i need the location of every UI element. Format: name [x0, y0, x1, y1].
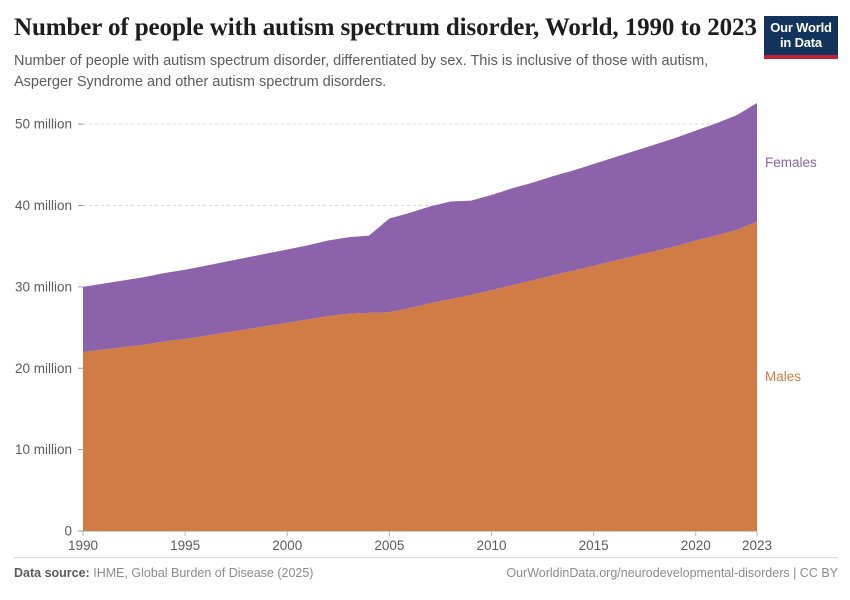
y-tick-label: 50 million	[15, 117, 72, 132]
area-series-females[interactable]	[83, 103, 757, 352]
y-tick-label: 30 million	[15, 279, 72, 294]
chart-footer: Data source: IHME, Global Burden of Dise…	[14, 557, 838, 586]
x-tick-label: 2010	[476, 538, 506, 553]
series-labels: Males Females	[765, 155, 817, 384]
owid-logo[interactable]: Our World in Data	[764, 16, 838, 60]
series-label-males[interactable]: Males	[765, 369, 801, 384]
y-tick-label: 40 million	[15, 198, 72, 213]
series-label-females[interactable]: Females	[765, 155, 817, 170]
x-tick-label: 2023	[742, 538, 772, 553]
x-tick-label: 2020	[681, 538, 711, 553]
x-tick-label: 2000	[272, 538, 302, 553]
chart-url-license[interactable]: OurWorldinData.org/neurodevelopmental-di…	[506, 566, 838, 580]
chart-subtitle: Number of people with autism spectrum di…	[14, 53, 709, 90]
x-tick-label: 1995	[170, 538, 200, 553]
chart-header: Number of people with autism spectrum di…	[14, 14, 757, 92]
x-tick-label: 2015	[579, 538, 609, 553]
x-tick-label: 2005	[374, 538, 404, 553]
owid-logo-line1: Our World	[770, 20, 832, 35]
y-tick-label: 20 million	[15, 361, 72, 376]
data-source-value: IHME, Global Burden of Disease (2025)	[93, 566, 314, 580]
area-series	[83, 103, 757, 532]
x-axis: 1990 1995 2000 2005 2010 2015 2020 2023	[68, 531, 772, 553]
data-source-label: Data source:	[14, 566, 90, 580]
y-axis-labels: 0 10 million 20 million 30 million 40 millio…	[15, 117, 72, 539]
owid-logo-line2: in Data	[780, 34, 822, 50]
data-source: Data source: IHME, Global Burden of Dise…	[14, 566, 313, 580]
x-tick-label: 1990	[68, 538, 98, 553]
y-tick-label: 10 million	[15, 442, 72, 457]
page-title: Number of people with autism spectrum di…	[14, 14, 757, 41]
y-tick-label: 0	[64, 524, 72, 539]
area-series-males[interactable]	[83, 221, 757, 532]
